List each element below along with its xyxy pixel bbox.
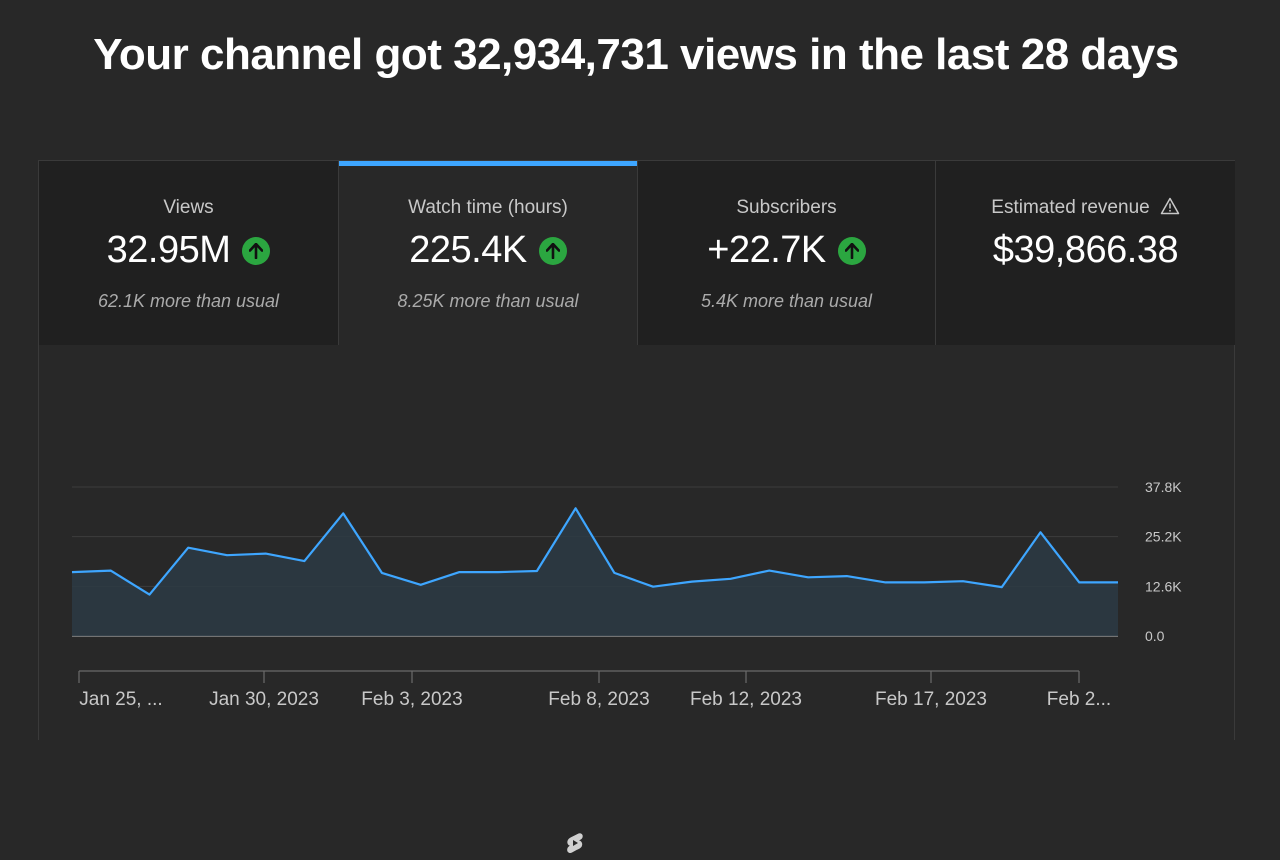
y-tick-label: 12.6K <box>1145 578 1182 594</box>
arrow-up-icon <box>538 236 567 265</box>
y-tick-label: 0.0 <box>1145 628 1165 644</box>
tab-comparison: 62.1K more than usual <box>97 291 280 311</box>
tab-watch-time[interactable]: Watch time (hours) 225.4K 8.25K more tha… <box>339 161 638 345</box>
y-tick-label: 37.8K <box>1145 479 1182 495</box>
tab-value-row: 225.4K <box>339 229 637 272</box>
tab-label: Subscribers <box>736 197 837 218</box>
tab-value: 32.95M <box>106 229 231 271</box>
tab-value-row: 32.95M <box>39 229 338 272</box>
tab-label: Watch time (hours) <box>408 197 568 218</box>
tab-comparison: 8.25K more than usual <box>397 291 579 311</box>
tab-subscribers[interactable]: Subscribers +22.7K 5.4K more than usual <box>638 161 936 345</box>
arrow-up-icon <box>837 236 866 265</box>
x-tick-label: Feb 12, 2023 <box>690 689 802 710</box>
tab-value-row: $39,866.38 <box>936 229 1235 272</box>
active-tab-indicator <box>339 161 637 166</box>
x-tick-label: Feb 17, 2023 <box>875 689 987 710</box>
shorts-icon[interactable] <box>565 831 585 860</box>
metric-tabs: Views 32.95M 62.1K more than usual Watch… <box>39 161 1235 345</box>
x-tick-label: Jan 30, 2023 <box>209 689 319 710</box>
tab-comparison: 5.4K more than usual <box>700 291 873 311</box>
tab-views[interactable]: Views 32.95M 62.1K more than usual <box>39 161 339 345</box>
x-tick-label: Feb 3, 2023 <box>361 689 462 710</box>
x-tick-label: Feb 2... <box>1047 689 1111 710</box>
tab-estimated-revenue[interactable]: Estimated revenue $39,866.38 <box>936 161 1235 345</box>
tab-label: Estimated revenue <box>991 197 1150 218</box>
x-tick-label: Jan 25, ... <box>79 689 162 710</box>
x-tick-label: Feb 8, 2023 <box>548 689 649 710</box>
views-chart: 0.0 12.6K 25.2K 37.8K Jan 25, ... Jan 30, 202… <box>39 345 1235 853</box>
analytics-card: Views 32.95M 62.1K more than usual Watch… <box>38 160 1235 853</box>
series-line <box>71 507 1118 596</box>
tab-value: 225.4K <box>409 229 527 271</box>
tab-value: $39,866.38 <box>992 229 1179 271</box>
tab-value: +22.7K <box>707 229 826 271</box>
warning-icon[interactable] <box>1160 197 1180 221</box>
series-area <box>72 508 1118 636</box>
tab-label-row: Estimated revenue <box>936 197 1235 221</box>
arrow-up-icon <box>242 236 271 265</box>
tab-value-row: +22.7K <box>638 229 935 272</box>
page-title: Your channel got 32,934,731 views in the… <box>93 30 1179 79</box>
y-tick-label: 25.2K <box>1145 529 1182 545</box>
chart-svg: 0.0 12.6K 25.2K 37.8K Jan 25, ... Jan 30, 202… <box>71 479 1182 710</box>
tab-label: Views <box>163 197 214 218</box>
